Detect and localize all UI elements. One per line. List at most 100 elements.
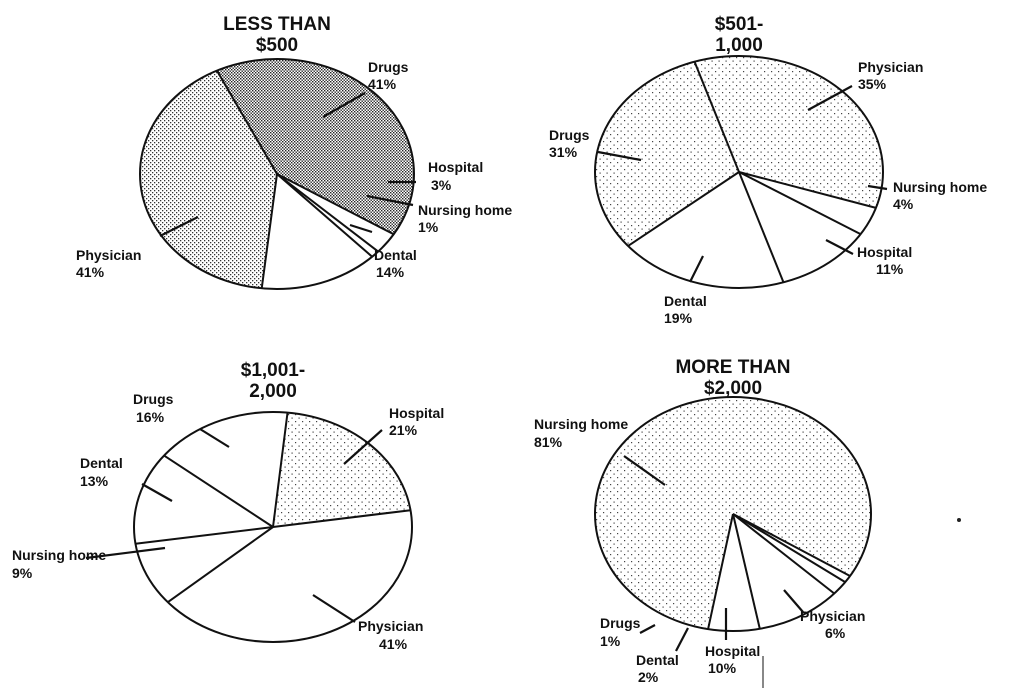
pie-slice-nursing-home xyxy=(739,172,876,235)
slice-separator xyxy=(276,173,379,253)
pie-slice-physician xyxy=(167,510,413,642)
chart-title-line-2: 2,000 xyxy=(249,381,297,402)
slice-label-hospital: Hospital xyxy=(705,643,760,659)
pie-slice-drugs xyxy=(595,61,739,246)
slice-label-physician: Physician xyxy=(858,59,923,75)
leader-line xyxy=(199,428,230,448)
slice-separator xyxy=(216,70,278,175)
leader-line xyxy=(85,546,166,560)
leader-line xyxy=(366,194,414,207)
slice-value-nursing-home: 81% xyxy=(534,434,563,450)
pie-slice-hospital xyxy=(277,174,394,252)
slice-value-nursing-home: 4% xyxy=(893,196,914,212)
pie-slice-dental xyxy=(133,455,273,544)
chart-501-1000: $501- 1,000 Physician 35% Nursing home 4… xyxy=(549,14,987,326)
slice-label-dental: Dental xyxy=(80,455,123,471)
pie xyxy=(594,55,884,289)
slice-separator xyxy=(167,526,274,603)
pie-slice-hospital xyxy=(733,514,835,629)
leader-line xyxy=(159,216,199,237)
slice-label-physician: Physician xyxy=(358,618,423,634)
slice-label-drugs: Drugs xyxy=(549,127,590,143)
pie-outline xyxy=(594,55,884,289)
slice-value-physician: 41% xyxy=(379,636,408,652)
leader-line xyxy=(807,85,853,111)
slice-label-drugs: Drugs xyxy=(133,391,174,407)
pie xyxy=(139,58,415,290)
leader-line xyxy=(322,92,366,118)
slice-separator xyxy=(693,61,740,173)
slice-label-hospital: Hospital xyxy=(428,159,483,175)
pie-slice-drugs xyxy=(216,58,415,235)
slice-separator xyxy=(732,513,761,629)
slice-label-nursing-home: Nursing home xyxy=(534,416,628,432)
leader-line xyxy=(867,184,888,191)
chart-title-line-2: $2,000 xyxy=(704,378,762,399)
slice-value-dental: 13% xyxy=(80,473,109,489)
slice-separator xyxy=(738,171,785,283)
leader-line xyxy=(825,239,854,255)
slice-value-drugs: 16% xyxy=(136,409,165,425)
slice-value-nursing-home: 1% xyxy=(418,219,439,235)
slice-label-drugs: Drugs xyxy=(600,615,641,631)
slice-separator xyxy=(163,454,274,528)
stray-dot xyxy=(957,518,961,522)
slice-separator xyxy=(276,173,373,258)
leader-line xyxy=(623,455,666,486)
slice-value-hospital: 21% xyxy=(389,422,418,438)
slice-value-physician: 6% xyxy=(825,625,846,641)
leader-line xyxy=(689,255,704,283)
slice-value-drugs: 41% xyxy=(368,76,397,92)
slice-label-nursing-home: Nursing home xyxy=(893,179,987,195)
slice-value-nursing-home: 9% xyxy=(12,565,33,581)
pie-slice-hospital xyxy=(273,412,411,527)
slice-separator xyxy=(260,173,278,289)
slice-value-dental: 19% xyxy=(664,310,693,326)
pie-outline xyxy=(133,411,413,643)
slice-label-nursing-home: Nursing home xyxy=(12,547,106,563)
pie-slice-physician xyxy=(708,514,760,631)
slice-separator xyxy=(732,513,835,595)
slice-label-physician: Physician xyxy=(800,608,865,624)
slice-separator xyxy=(707,513,734,630)
slice-label-hospital: Hospital xyxy=(857,244,912,260)
slice-separator xyxy=(732,513,851,577)
pie-slice-dental xyxy=(261,174,373,289)
slice-separator xyxy=(272,412,289,528)
slice-label-physician: Physician xyxy=(76,247,141,263)
pie-slice-dental xyxy=(733,514,846,594)
pie-slice-physician xyxy=(140,70,277,289)
leader-line xyxy=(349,223,373,234)
pie-slice-drugs xyxy=(164,412,288,527)
chart-title-line-1: $1,001- xyxy=(241,360,305,381)
chart-title-line-2: 1,000 xyxy=(715,35,763,56)
leader-line xyxy=(675,627,689,652)
slice-value-dental: 14% xyxy=(376,264,405,280)
chart-title-line-2: $500 xyxy=(256,35,298,56)
pie-outline xyxy=(139,58,415,290)
pie xyxy=(133,411,413,643)
slice-label-dental: Dental xyxy=(636,652,679,668)
slice-separator xyxy=(738,171,877,209)
slice-separator xyxy=(272,509,411,528)
slice-value-drugs: 1% xyxy=(600,633,621,649)
slice-label-hospital: Hospital xyxy=(389,405,444,421)
slice-label-dental: Dental xyxy=(374,247,417,263)
slice-separator xyxy=(627,171,740,247)
chart-title-line-1: LESS THAN xyxy=(223,14,331,35)
pie-slice-nursing-home xyxy=(594,397,871,630)
leader-line xyxy=(597,150,642,162)
leader-line xyxy=(783,589,804,613)
slice-value-physician: 35% xyxy=(858,76,887,92)
slice-value-hospital: 3% xyxy=(431,177,452,193)
slice-label-drugs: Drugs xyxy=(368,59,409,75)
leader-line xyxy=(343,429,383,465)
slice-separator xyxy=(276,173,395,236)
slice-value-hospital: 11% xyxy=(876,261,904,277)
slice-label-nursing-home: Nursing home xyxy=(418,202,512,218)
pie-slice-hospital xyxy=(739,172,861,283)
chart-title-line-1: MORE THAN xyxy=(675,357,790,378)
pie xyxy=(594,396,872,632)
slice-separator xyxy=(135,526,274,545)
